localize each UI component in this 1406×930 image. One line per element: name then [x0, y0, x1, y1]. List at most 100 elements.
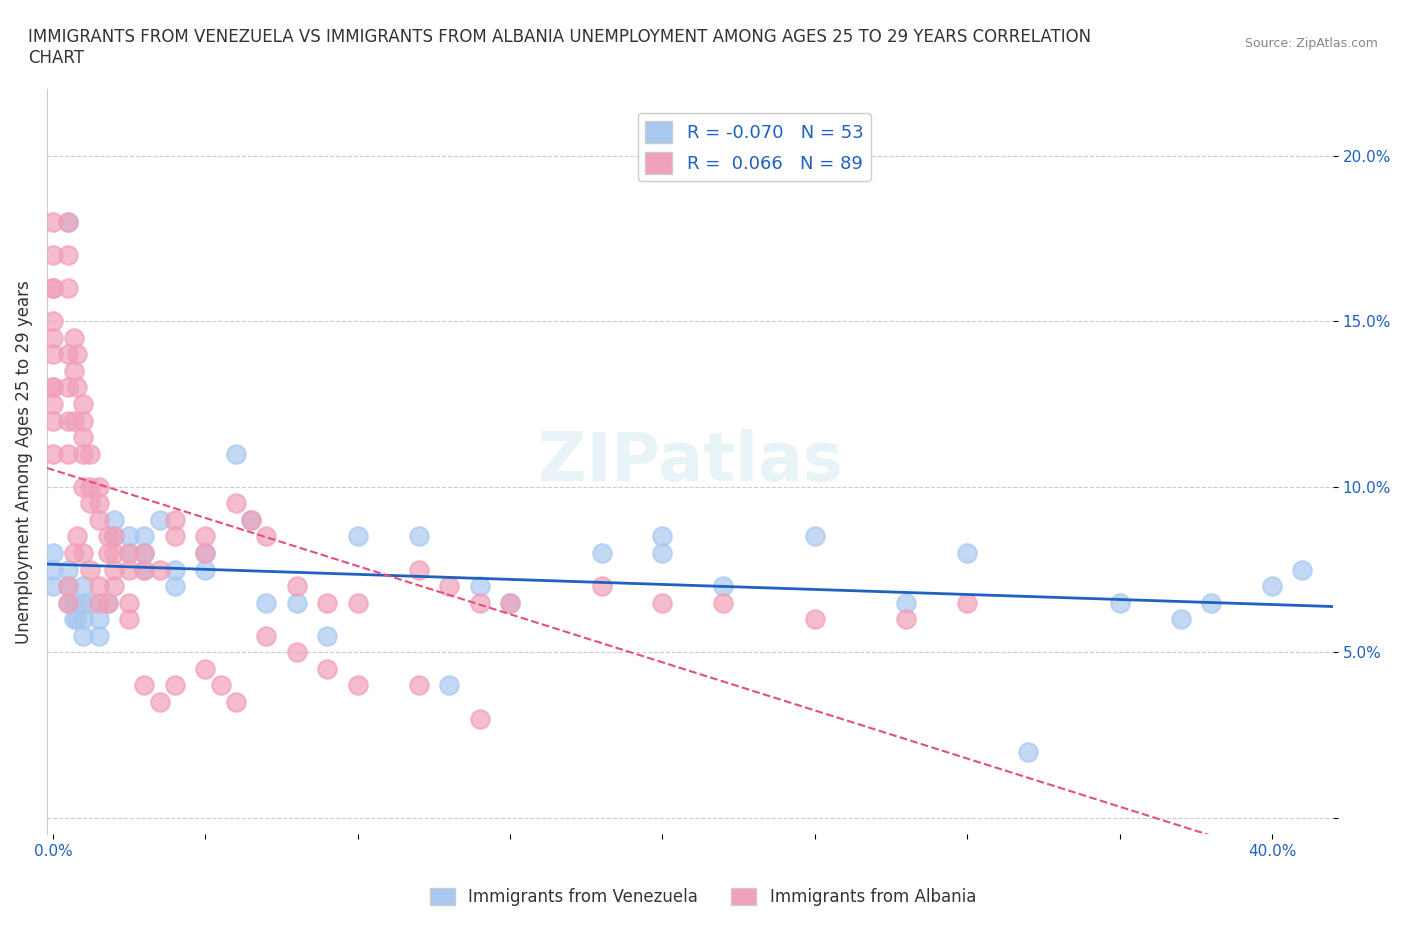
Point	[66, 612, 89, 627]
Point	[72, 413, 94, 428]
Point	[58, 595, 80, 610]
Point	[58, 215, 80, 230]
Point	[149, 695, 172, 710]
Point	[58, 446, 80, 461]
Point	[63, 595, 86, 610]
Point	[87, 479, 110, 494]
Point	[254, 529, 277, 544]
Point	[103, 512, 125, 527]
Point	[42, 446, 65, 461]
Point	[66, 529, 89, 544]
Point	[97, 595, 120, 610]
Point	[149, 562, 172, 577]
Point	[58, 578, 80, 593]
Point	[956, 546, 979, 561]
Point	[591, 546, 613, 561]
Point	[72, 396, 94, 411]
Point	[42, 330, 65, 345]
Point	[72, 446, 94, 461]
Point	[591, 578, 613, 593]
Point	[468, 711, 491, 726]
Point	[437, 578, 460, 593]
Point	[103, 529, 125, 544]
Point	[254, 595, 277, 610]
Legend: R = -0.070   N = 53, R =  0.066   N = 89: R = -0.070 N = 53, R = 0.066 N = 89	[638, 113, 870, 180]
Point	[437, 678, 460, 693]
Text: Source: ZipAtlas.com: Source: ZipAtlas.com	[1244, 37, 1378, 50]
Point	[42, 396, 65, 411]
Point	[134, 546, 156, 561]
Point	[118, 529, 141, 544]
Point	[1199, 595, 1222, 610]
Point	[254, 629, 277, 644]
Point	[42, 562, 65, 577]
Point	[134, 546, 156, 561]
Point	[346, 529, 368, 544]
Point	[408, 562, 430, 577]
Point	[408, 529, 430, 544]
Point	[58, 215, 80, 230]
Text: IMMIGRANTS FROM VENEZUELA VS IMMIGRANTS FROM ALBANIA UNEMPLOYMENT AMONG AGES 25 : IMMIGRANTS FROM VENEZUELA VS IMMIGRANTS …	[28, 28, 1091, 67]
Point	[499, 595, 522, 610]
Point	[804, 529, 827, 544]
Point	[42, 380, 65, 395]
Point	[63, 413, 86, 428]
Point	[346, 595, 368, 610]
Point	[58, 595, 80, 610]
Point	[42, 413, 65, 428]
Point	[804, 612, 827, 627]
Point	[42, 546, 65, 561]
Point	[79, 496, 101, 511]
Point	[72, 595, 94, 610]
Point	[63, 330, 86, 345]
Text: ZIPatlas: ZIPatlas	[537, 429, 842, 495]
Point	[87, 612, 110, 627]
Point	[163, 512, 186, 527]
Point	[97, 529, 120, 544]
Point	[72, 612, 94, 627]
Point	[134, 562, 156, 577]
Point	[118, 562, 141, 577]
Point	[58, 281, 80, 296]
Point	[163, 578, 186, 593]
Point	[87, 512, 110, 527]
Point	[896, 612, 918, 627]
Point	[316, 595, 339, 610]
Point	[651, 529, 673, 544]
Point	[651, 546, 673, 561]
Point	[285, 595, 308, 610]
Point	[194, 661, 217, 676]
Point	[194, 546, 217, 561]
Point	[63, 546, 86, 561]
Point	[285, 578, 308, 593]
Point	[1017, 744, 1039, 759]
Point	[1261, 578, 1284, 593]
Y-axis label: Unemployment Among Ages 25 to 29 years: Unemployment Among Ages 25 to 29 years	[15, 280, 32, 644]
Point	[316, 629, 339, 644]
Point	[58, 578, 80, 593]
Point	[134, 562, 156, 577]
Point	[240, 512, 263, 527]
Point	[97, 595, 120, 610]
Point	[225, 446, 247, 461]
Point	[163, 678, 186, 693]
Point	[285, 644, 308, 659]
Point	[118, 546, 141, 561]
Point	[225, 695, 247, 710]
Point	[79, 479, 101, 494]
Point	[58, 562, 80, 577]
Legend: Immigrants from Venezuela, Immigrants from Albania: Immigrants from Venezuela, Immigrants fr…	[423, 881, 983, 912]
Point	[58, 347, 80, 362]
Point	[87, 595, 110, 610]
Point	[103, 562, 125, 577]
Point	[97, 546, 120, 561]
Point	[713, 578, 735, 593]
Point	[66, 380, 89, 395]
Point	[103, 529, 125, 544]
Point	[103, 546, 125, 561]
Point	[209, 678, 232, 693]
Point	[63, 612, 86, 627]
Point	[713, 595, 735, 610]
Point	[194, 562, 217, 577]
Point	[42, 578, 65, 593]
